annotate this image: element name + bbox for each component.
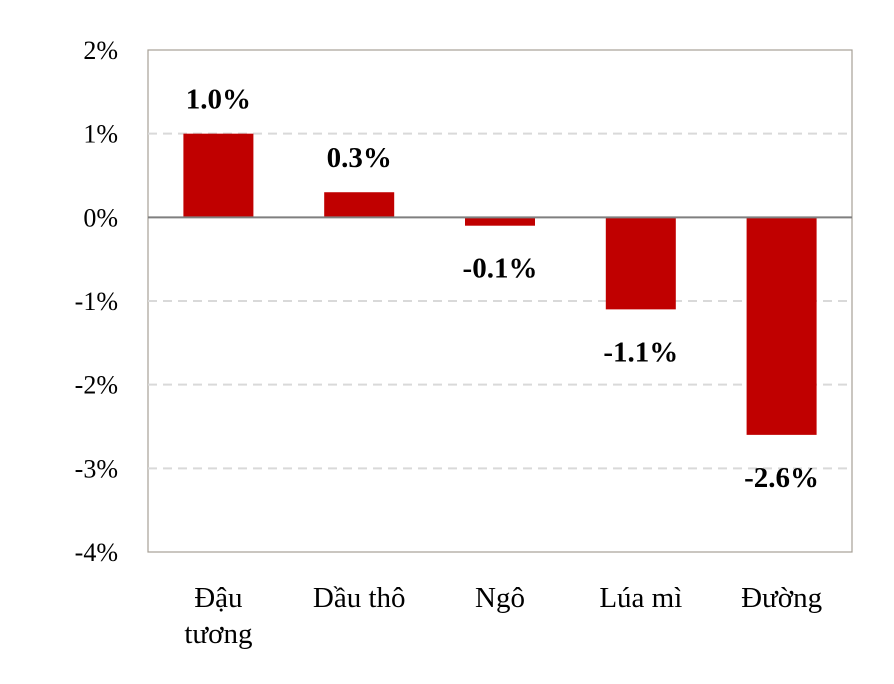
y-tick-label: -1% <box>75 287 118 316</box>
data-label: -2.6% <box>744 462 819 494</box>
bar <box>746 217 817 435</box>
data-label: 0.3% <box>327 142 392 174</box>
category-labels: Đậu tương Dầu thô Ngô Lúa mì Đường <box>184 582 822 650</box>
category-label: Dầu thô <box>313 582 406 614</box>
y-tick-labels: 2% 1% 0% -1% -2% -3% -4% <box>75 36 118 567</box>
y-tick-label: 0% <box>83 203 118 232</box>
data-label: 1.0% <box>186 84 251 116</box>
category-label: Đậu <box>194 582 242 614</box>
bars <box>183 133 817 435</box>
data-label: -0.1% <box>463 253 538 285</box>
category-label: Lúa mì <box>599 582 682 614</box>
data-labels: 1.0% 0.3% -0.1% -1.1% -2.6% <box>186 84 819 494</box>
y-tick-label: -2% <box>75 371 118 400</box>
bar <box>465 217 535 226</box>
bar <box>324 192 395 218</box>
category-label: Ngô <box>475 582 525 614</box>
gridlines <box>148 132 852 470</box>
bar <box>183 133 254 218</box>
y-tick-label: 2% <box>83 36 118 65</box>
y-tick-label: -3% <box>75 454 118 483</box>
category-label: Đường <box>741 582 822 614</box>
y-tick-label: -4% <box>75 538 118 567</box>
y-tick-label: 1% <box>83 120 118 149</box>
category-label: tương <box>184 618 252 650</box>
data-label: -1.1% <box>603 336 678 368</box>
bar <box>605 217 676 310</box>
